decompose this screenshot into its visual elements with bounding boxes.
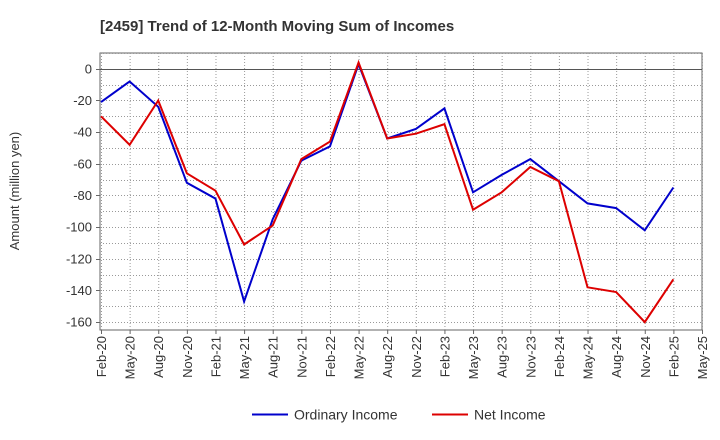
- y-axis-label: Amount (million yen): [7, 132, 22, 251]
- x-tick-label: Aug-24: [609, 336, 624, 378]
- x-tick-label: Feb-24: [552, 336, 567, 377]
- x-tick-label: Aug-20: [151, 336, 166, 378]
- y-tick-label: 0: [85, 61, 92, 76]
- series-group: [100, 59, 675, 324]
- x-tick-label: Feb-20: [94, 336, 109, 377]
- x-tick-label: Feb-22: [323, 336, 338, 377]
- y-tick-label: -20: [73, 93, 92, 108]
- x-axis: Feb-20 May-20 Aug-20 Nov-20 Feb-21 May-21 Aug-…: [94, 330, 710, 379]
- x-tick-label: May-23: [466, 336, 481, 379]
- x-tick-label: Aug-22: [380, 336, 395, 378]
- plot-area: [99, 52, 703, 331]
- x-tick-label: Nov-20: [180, 336, 195, 378]
- x-tick-label: Nov-21: [294, 336, 309, 378]
- x-tick-label: Aug-21: [266, 336, 281, 378]
- chart-title: [2459] Trend of 12-Month Moving Sum of I…: [100, 18, 454, 35]
- series-line-net-income: [100, 59, 675, 324]
- x-tick-label: Nov-24: [638, 336, 653, 378]
- legend-label: Net Income: [474, 407, 546, 423]
- x-tick-label: Nov-22: [409, 336, 424, 378]
- x-tick-label: May-21: [237, 336, 252, 379]
- legend: Ordinary Income Net Income: [252, 407, 546, 423]
- y-tick-label: -140: [66, 283, 92, 298]
- x-tick-label: May-24: [581, 336, 596, 379]
- x-tick-label: Feb-25: [666, 336, 681, 377]
- x-tick-label: May-22: [352, 336, 367, 379]
- y-tick-label: -40: [73, 125, 92, 140]
- grid: [100, 53, 703, 330]
- x-tick-label: Feb-21: [208, 336, 223, 377]
- y-tick-label: -60: [73, 156, 92, 171]
- y-tick-label: -80: [73, 188, 92, 203]
- y-tick-label: -100: [66, 220, 92, 235]
- x-tick-label: Feb-23: [437, 336, 452, 377]
- y-axis: 0 -20 -40 -60 -80 -100 -120 -140 -160: [66, 61, 100, 330]
- y-tick-label: -120: [66, 251, 92, 266]
- y-tick-label: -160: [66, 315, 92, 330]
- x-tick-label: May-20: [123, 336, 138, 379]
- x-tick-label: May-25: [695, 336, 710, 379]
- x-tick-label: Nov-23: [523, 336, 538, 378]
- x-tick-label: Aug-23: [495, 336, 510, 378]
- legend-label: Ordinary Income: [294, 407, 398, 423]
